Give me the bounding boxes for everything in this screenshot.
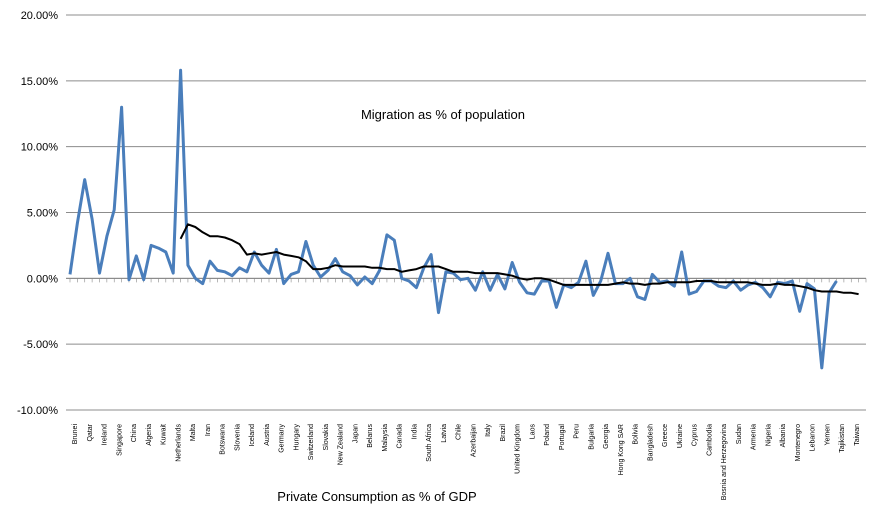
x-tick-label: Latvia	[441, 424, 448, 443]
y-tick-label: -10.00%	[17, 405, 58, 417]
x-tick-label: Tajikistan	[839, 424, 846, 453]
x-tick-label: Japan	[352, 424, 359, 443]
y-tick-label: -5.00%	[23, 339, 58, 351]
x-tick-label: New Zealand	[338, 424, 345, 465]
x-tick-label: Albania	[780, 424, 787, 447]
chart-title: Migration as % of population	[361, 107, 525, 122]
x-tick-label: Yemen	[824, 424, 831, 446]
x-tick-label: Canada	[397, 424, 404, 449]
x-axis-tick-labels: Brunei Qatar Ireland Singapore China Algeria K…	[72, 423, 861, 500]
x-tick-label: Nigeria	[765, 424, 772, 446]
y-tick-label: 0.00%	[27, 273, 58, 285]
x-tick-label: Azerbaijan	[470, 424, 477, 457]
x-tick-label: Chile	[456, 424, 463, 440]
x-tick-label: Ireland	[102, 424, 109, 446]
x-tick-label: India	[411, 424, 418, 439]
x-tick-label: Poland	[544, 424, 551, 446]
y-tick-label: 15.00%	[21, 76, 59, 88]
x-tick-label: Armenia	[751, 424, 758, 450]
x-tick-label: Singapore	[116, 424, 123, 456]
x-tick-label: Kuwait	[161, 424, 168, 445]
x-tick-label: Botswana	[220, 424, 227, 455]
x-tick-label: Brazil	[500, 424, 507, 442]
x-tick-label: Iceland	[249, 424, 256, 447]
x-tick-label: Lebanon	[810, 424, 817, 451]
x-tick-label: Bangladesh	[647, 424, 654, 461]
x-tick-label: Cambodia	[706, 424, 713, 456]
x-tick-label: Sudan	[736, 424, 743, 444]
x-tick-label: China	[131, 424, 138, 442]
series-lines	[68, 68, 859, 370]
x-tick-label: Netherlands	[175, 424, 182, 462]
x-tick-label: Switzerland	[308, 424, 315, 460]
y-tick-label: 20.00%	[21, 10, 59, 22]
x-tick-label: Brunei	[72, 424, 79, 445]
x-tick-label: Bosnia and Herzegovina	[721, 424, 728, 500]
x-tick-label: United Kingdom	[515, 424, 522, 474]
x-tick-label: Hong Kong SAR	[618, 424, 625, 475]
x-tick-label: Iran	[205, 424, 212, 436]
x-tick-label: Portugal	[559, 424, 566, 451]
x-tick-label: Qatar	[87, 423, 94, 441]
x-tick-label: Peru	[574, 424, 581, 439]
x-tick-label: Austria	[264, 424, 271, 446]
x-tick-label: Malaysia	[382, 424, 389, 452]
x-tick-label: Algeria	[146, 424, 153, 446]
y-tick-label: 10.00%	[21, 142, 59, 154]
x-tick-label: Germany	[279, 424, 286, 453]
x-tick-label: Georgia	[603, 424, 610, 449]
x-tick-label: Bulgaria	[588, 424, 595, 450]
x-tick-label: Slovakia	[323, 424, 330, 451]
y-axis-tick-labels: -10.00% -5.00% 0.00% 5.00% 10.00% 15.00% 20.00…	[17, 10, 58, 417]
x-tick-label: Taiwan	[854, 424, 861, 446]
y-tick-label: 5.00%	[27, 208, 58, 220]
x-tick-label: Slovenia	[234, 424, 241, 451]
x-tick-label: Hungary	[293, 424, 300, 451]
x-tick-label: Cyprus	[692, 424, 699, 447]
x-tick-label: Belarus	[367, 424, 374, 448]
x-tick-label: Greece	[662, 424, 669, 447]
x-axis-label: Private Consumption as % of GDP	[277, 489, 476, 504]
x-tick-label: Italy	[485, 424, 492, 437]
x-tick-label: South Africa	[426, 424, 433, 462]
x-tick-label: Malta	[190, 424, 197, 441]
x-tick-label: Montenegro	[795, 424, 802, 461]
x-tick-label: Ukraine	[677, 424, 684, 448]
x-tick-label: Laos	[529, 424, 536, 440]
x-tick-label: Bolivia	[633, 424, 640, 445]
series-line-2	[179, 223, 859, 296]
